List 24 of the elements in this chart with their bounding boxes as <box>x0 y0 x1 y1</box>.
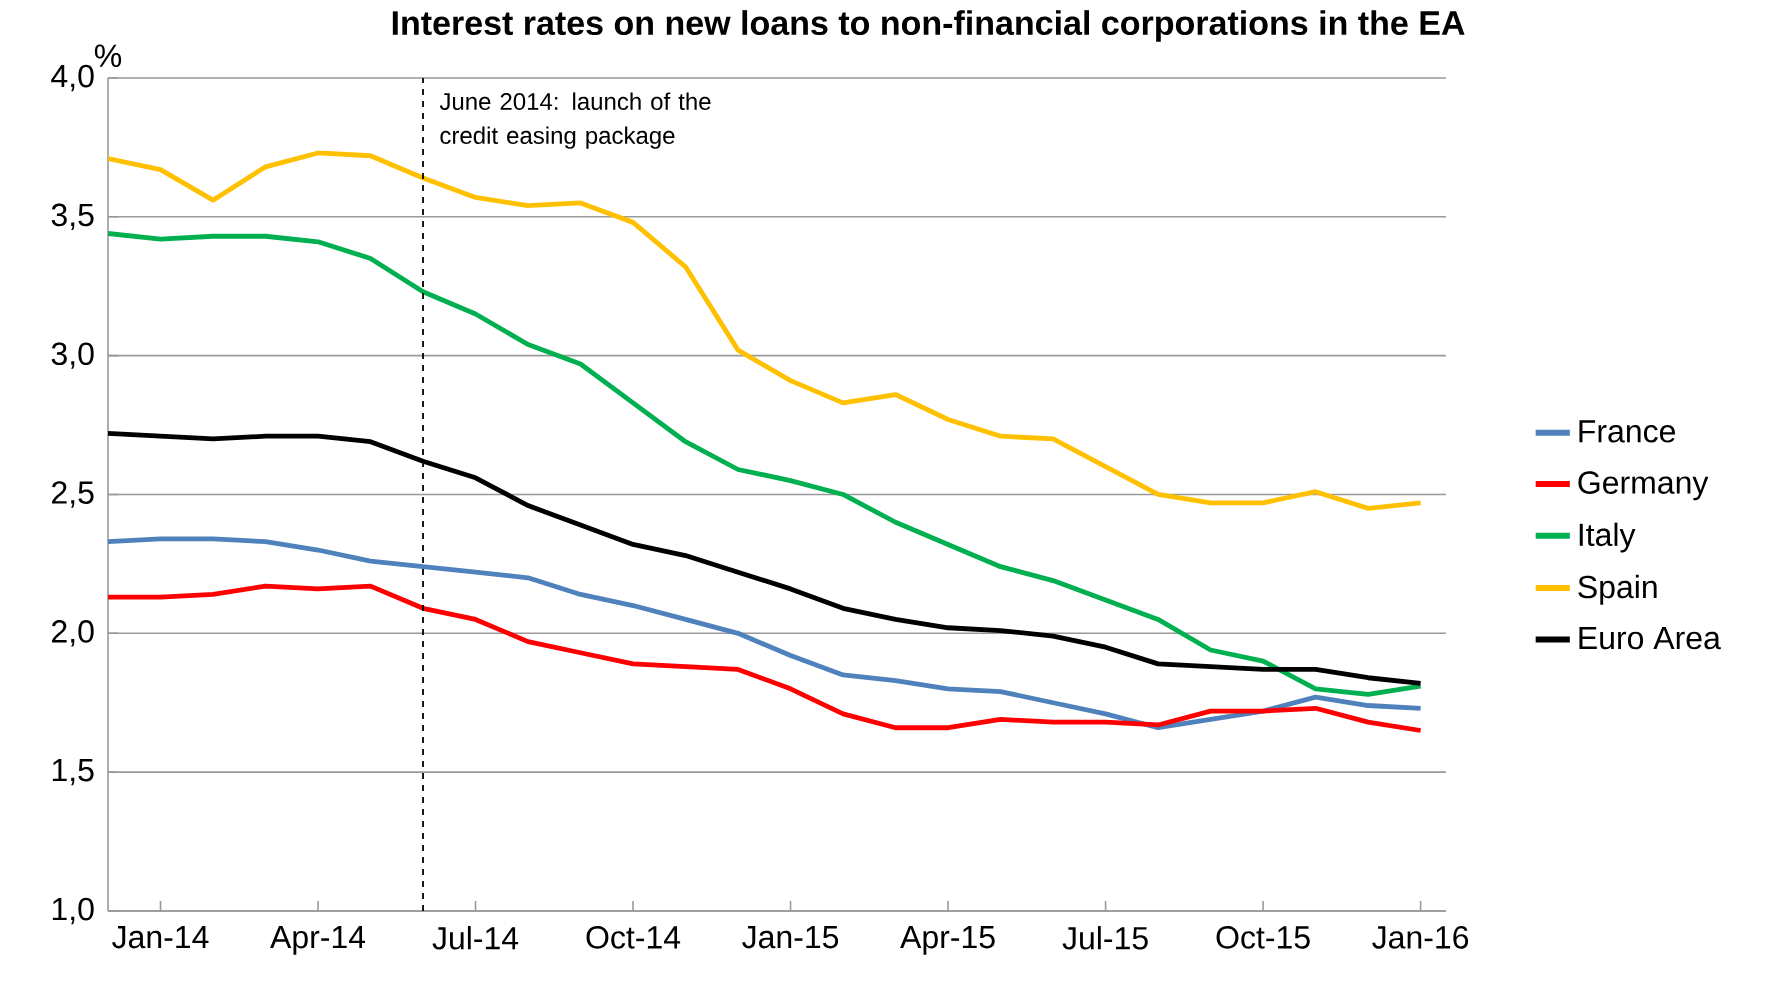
x-tick-label: Jan-15 <box>742 926 839 949</box>
legend-label: Germany <box>1578 471 1709 501</box>
x-tick-label: Jan-16 <box>1372 926 1469 949</box>
legend-label: France <box>1579 420 1675 443</box>
x-tick-label: Jan-14 <box>112 926 209 949</box>
x-tick-label: Jul-14 <box>432 926 519 950</box>
legend-label: Spain <box>1578 574 1657 605</box>
y-axis-title: % <box>94 44 122 67</box>
x-tick-label: Jul-15 <box>1062 926 1148 950</box>
x-tick-label: Apr-14 <box>270 926 366 955</box>
legend-label: Italy <box>1579 522 1636 553</box>
y-tick-label: 1,5 <box>52 759 94 786</box>
y-tick-label: 2,0 <box>52 620 94 647</box>
chart-title: Interest rates on new loans to non-financial corporations in the EA <box>392 10 1465 42</box>
x-tick-label: Apr-15 <box>900 926 995 955</box>
ref-line-label: June 2014: launch of the credit easing package <box>439 92 711 149</box>
y-tick-label: 2,5 <box>52 481 94 508</box>
y-tick-label: 4,0 <box>51 64 94 92</box>
y-tick-label: 3,0 <box>51 342 94 369</box>
y-tick-label: 3,5 <box>51 203 94 231</box>
legend-label: Euro Area <box>1579 626 1721 650</box>
y-tick-label: 1,0 <box>52 897 94 925</box>
x-tick-label: Oct-14 <box>586 926 681 949</box>
x-tick-label: Oct-15 <box>1216 926 1310 949</box>
